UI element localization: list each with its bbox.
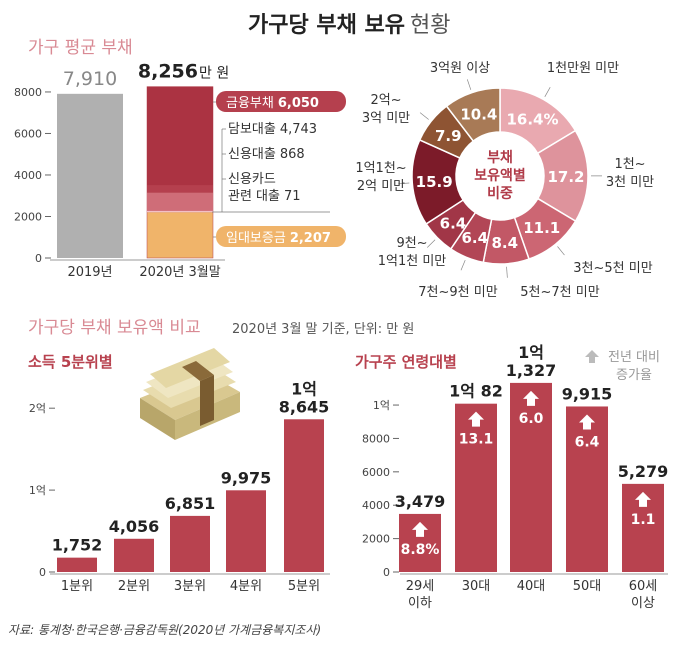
- slice-category-label: 5천~7천 미만: [520, 285, 599, 300]
- series-name: 임대보증금: [226, 231, 286, 246]
- breakdown-band: [147, 87, 213, 185]
- bar: [114, 539, 154, 572]
- breakdown-value-label: 71: [284, 189, 301, 204]
- growth-label: 8.8%: [401, 542, 440, 558]
- chart-title: 가구주 연령대별: [355, 353, 457, 371]
- slice-value-label: 16.4%: [506, 111, 558, 129]
- source: 자료: 통계청·한국은행·금융감독원(2020년 가계금융복지조사): [8, 623, 321, 637]
- y-tick-label: 4000: [362, 499, 390, 512]
- chart-title: 가구 평균 부채: [28, 38, 133, 58]
- y-tick-label: 2억: [29, 402, 46, 415]
- slice-category-label: 1천만원 미만: [547, 61, 619, 76]
- y-tick-label: 6000: [14, 127, 42, 140]
- y-tick-label: 1억: [373, 399, 390, 412]
- bar: [57, 558, 97, 572]
- chart-title: 소득 5분위별: [28, 353, 113, 371]
- breakdown-value-label: 868: [280, 147, 305, 162]
- x-tick-label: 1분위: [61, 579, 93, 594]
- y-tick-label: 0: [39, 566, 46, 579]
- y-tick-label: 8000: [362, 432, 390, 445]
- y-tick-label: 6000: [362, 466, 390, 479]
- page-title: 가구당 부채 보유: [248, 13, 405, 38]
- bar: [566, 406, 608, 572]
- segment-value-label: 2,207: [290, 231, 331, 246]
- x-tick-label: 40대: [517, 579, 546, 594]
- bar-value-label: 5,279: [618, 462, 669, 481]
- unit-label: 만 원: [199, 66, 229, 82]
- bar-value-label: 6,851: [165, 494, 216, 513]
- breakdown-name: 신용대출: [228, 147, 276, 162]
- segment-value-label: 6,050: [278, 96, 319, 111]
- bar-value-label: 9,915: [562, 384, 613, 403]
- bar-value-label: 4,056: [109, 517, 160, 536]
- x-tick-label: 2분위: [118, 579, 150, 594]
- growth-label: 6.0: [519, 411, 544, 427]
- bar: [455, 404, 497, 572]
- slice-value-label: 8.4: [491, 234, 518, 252]
- slice-value-label: 17.2: [547, 168, 584, 186]
- breakdown-name: 담보대출: [228, 122, 276, 137]
- y-tick-label: 8000: [14, 86, 42, 99]
- y-tick-label: 2000: [14, 210, 42, 223]
- bar-segment: [147, 212, 213, 258]
- bar: [57, 94, 123, 258]
- y-tick-label: 4000: [14, 169, 42, 182]
- bar: [170, 516, 210, 572]
- x-tick-label: 2020년 3월말: [139, 265, 220, 280]
- y-tick-label: 2000: [362, 533, 390, 546]
- growth-label: 6.4: [575, 434, 600, 450]
- series-name: 금융부채: [226, 96, 274, 111]
- x-tick-label: 3분위: [174, 579, 206, 594]
- bar-value-label: 7,910: [63, 68, 117, 90]
- growth-label: 1.1: [631, 512, 656, 528]
- breakdown-band: [147, 193, 213, 211]
- breakdown-value-label: 4,743: [280, 122, 317, 137]
- y-tick-label: 1억: [29, 484, 46, 497]
- y-tick-label: 0: [383, 566, 390, 579]
- slice-value-label: 15.9: [416, 173, 453, 191]
- slice-category-label: 7천~9천 미만: [418, 285, 497, 300]
- bar-value-label: 8,256: [138, 61, 198, 83]
- slice-value-label: 11.1: [523, 219, 560, 237]
- x-tick-label: 4분위: [230, 579, 262, 594]
- x-tick-label: 50대: [573, 579, 602, 594]
- bar: [284, 419, 324, 572]
- slice-value-label: 7.9: [435, 127, 462, 145]
- slice-value-label: 6.4: [440, 214, 467, 232]
- section-title: 가구당 부채 보유액 비교: [28, 318, 201, 338]
- bar-value-label: 1,752: [52, 536, 103, 555]
- y-tick-label: 0: [35, 252, 42, 265]
- x-tick-label: 2019년: [67, 265, 112, 280]
- section-subtitle: 2020년 3월 말 기준, 단위: 만 원: [232, 322, 414, 337]
- bar: [226, 490, 266, 572]
- slice-category-label: 3천~5천 미만: [573, 261, 652, 276]
- slice-category-label: 3억원 이상: [430, 61, 490, 76]
- x-tick-label: 5분위: [288, 579, 320, 594]
- page-title-suffix: 현황: [410, 13, 450, 38]
- bar-value-label: 9,975: [221, 468, 272, 487]
- growth-label: 13.1: [459, 432, 494, 448]
- breakdown-band: [147, 211, 213, 212]
- x-tick-label: 30대: [462, 579, 491, 594]
- bar-value-label: 1억 82: [449, 382, 503, 401]
- bar-value-label: 3,479: [395, 492, 446, 511]
- slice-value-label: 10.4: [460, 105, 497, 123]
